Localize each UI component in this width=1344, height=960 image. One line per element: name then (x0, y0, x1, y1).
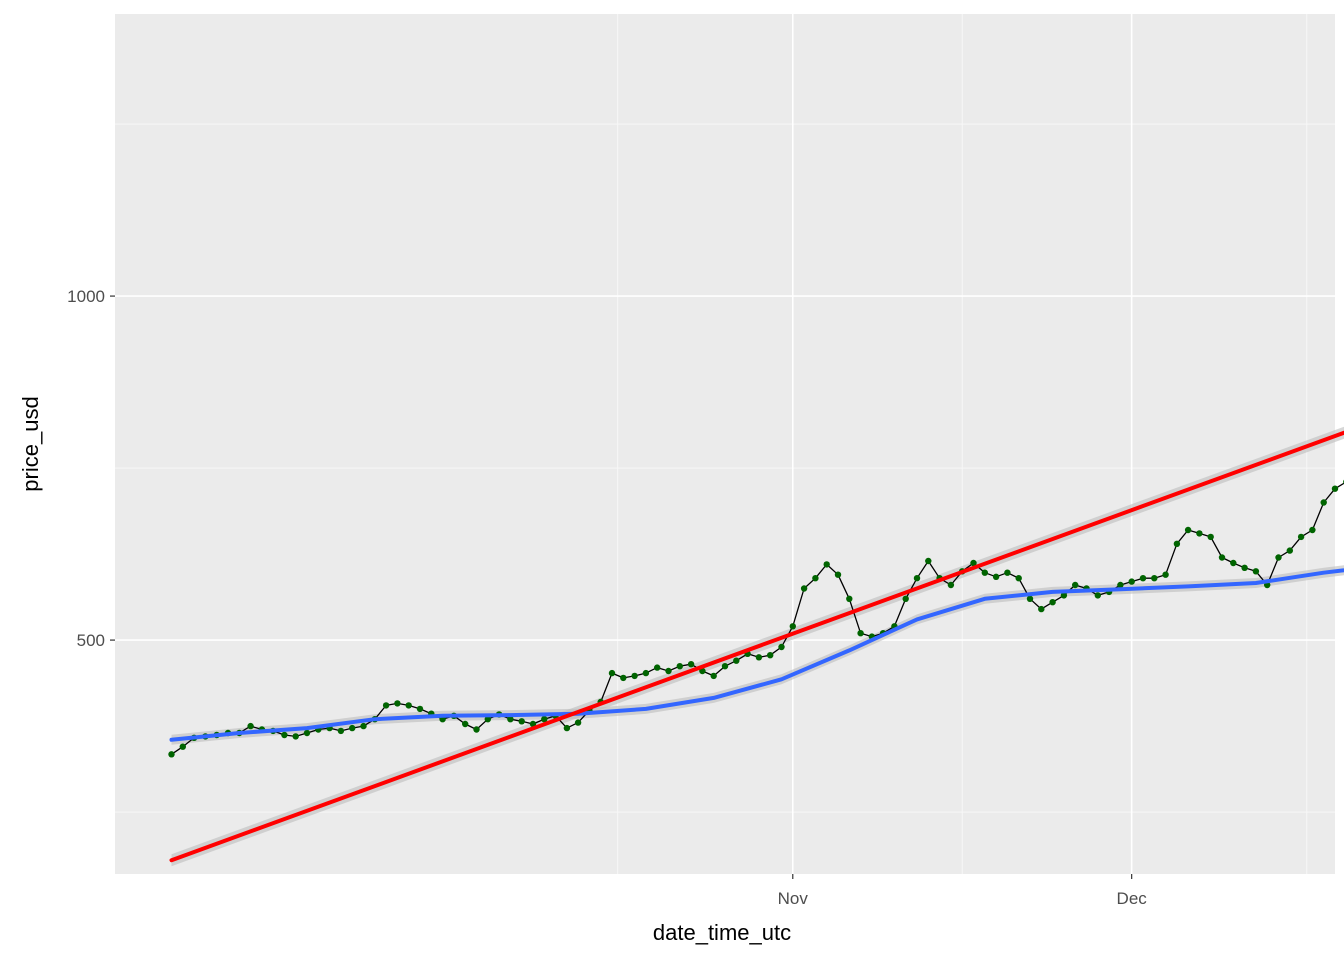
price-point (608, 669, 616, 677)
price-point (473, 726, 480, 733)
price-point (800, 585, 808, 592)
price-point (168, 751, 175, 758)
axis-ticks: NovDecJan5001000 (67, 287, 1148, 908)
price-point (1117, 581, 1124, 589)
series-layer (168, 426, 1344, 867)
price-point (654, 664, 661, 671)
price-point (1252, 568, 1260, 575)
price-point (1094, 592, 1102, 599)
price-point (778, 643, 785, 651)
price-point (1173, 540, 1181, 547)
price-point (665, 667, 672, 675)
price-point (281, 731, 288, 739)
price-point (337, 727, 345, 735)
price-point (913, 575, 921, 582)
x-axis-title: date_time_utc (653, 920, 791, 945)
price-point (1139, 575, 1147, 582)
loess-line (169, 568, 1344, 742)
price-point (1309, 526, 1316, 534)
price-point (1015, 575, 1022, 582)
price-point (699, 667, 706, 675)
x-tick-label: Dec (1117, 889, 1148, 908)
x-tick-label: Nov (778, 889, 809, 908)
price-point (992, 573, 1000, 580)
price-point (247, 722, 254, 730)
price-point (812, 575, 819, 582)
price-point (947, 581, 955, 589)
price-point (676, 663, 683, 670)
price-point (1320, 499, 1327, 506)
price-point (360, 722, 367, 730)
price-point (1230, 559, 1237, 567)
price-point (394, 700, 401, 707)
price-point (484, 716, 491, 723)
price-point (1151, 575, 1158, 582)
y-tick-label: 500 (77, 631, 105, 650)
price-point (981, 569, 988, 576)
price-point (710, 672, 717, 680)
price-point (405, 702, 412, 709)
price-point (563, 724, 571, 732)
price-point (1038, 605, 1045, 613)
y-axis-title: price_usd (18, 396, 43, 491)
price-point (292, 733, 299, 740)
price-point (721, 663, 729, 670)
price-point (846, 595, 853, 602)
price-point (1218, 554, 1226, 561)
price-point (349, 724, 356, 732)
price-point (1286, 547, 1294, 554)
price-point (902, 595, 909, 602)
price-point (1026, 595, 1034, 602)
price-point (518, 718, 525, 725)
price-point (1162, 571, 1169, 578)
price-point (382, 702, 390, 709)
price-point (462, 720, 469, 728)
price-point (416, 705, 424, 713)
price-point (507, 716, 514, 723)
y-tick-label: 1000 (67, 287, 105, 306)
price-point (303, 729, 311, 737)
grid-major (115, 14, 1335, 874)
price-point (541, 716, 548, 723)
price-point (834, 571, 842, 578)
price-point (1128, 578, 1135, 585)
price-point (642, 669, 650, 677)
price-point (1196, 530, 1203, 537)
price-point (755, 654, 763, 661)
price-point (631, 672, 638, 680)
price-point (970, 559, 977, 567)
price-point (179, 743, 186, 750)
price-point (1275, 554, 1282, 561)
price-point (857, 630, 864, 637)
price-point (789, 623, 796, 630)
plot-panel (115, 14, 1335, 874)
price-point (1060, 592, 1068, 599)
price-point (620, 674, 627, 682)
price-point (1331, 485, 1339, 492)
price-point (574, 719, 582, 726)
price-point (733, 657, 740, 664)
price-point (1184, 526, 1192, 534)
price-point (925, 557, 932, 565)
price-point (1049, 599, 1056, 606)
price-point (687, 661, 695, 668)
price-point (1072, 581, 1079, 589)
linear-fit-line (169, 430, 1344, 863)
price-point (1241, 564, 1248, 571)
price-point (1297, 533, 1305, 541)
price-point (823, 561, 830, 568)
price-point (767, 652, 774, 659)
price-point (1004, 569, 1011, 576)
price-point (1207, 533, 1214, 541)
price-point (529, 720, 537, 728)
